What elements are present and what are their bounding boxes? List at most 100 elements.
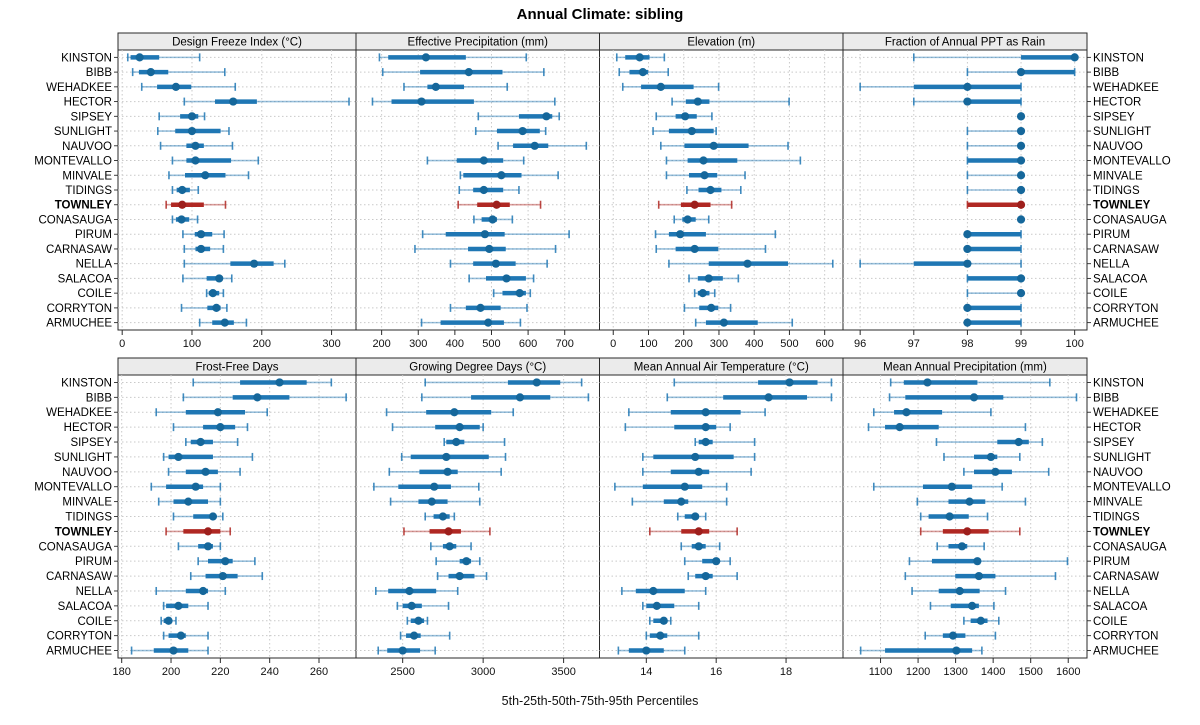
site-label-right-tidings: TIDINGS: [1093, 185, 1140, 197]
median-dot: [687, 126, 696, 136]
axis-tick-label: 300: [322, 338, 340, 350]
median-dot: [502, 274, 511, 283]
site-label-right-nella: NELLA: [1093, 259, 1130, 271]
median-dot: [184, 497, 193, 506]
interval-minvale: [966, 171, 1026, 180]
interval-coile: [205, 289, 225, 298]
median-dot: [963, 82, 972, 91]
site-label-right-carnasaw: CARNASAW: [1093, 244, 1159, 256]
axis-tick-label: 600: [815, 338, 833, 350]
median-dot: [417, 97, 426, 106]
median-dot: [1016, 171, 1026, 180]
interval-tidings: [676, 512, 707, 521]
site-label-left-sipsey: SIPSEY: [70, 111, 112, 123]
site-label-right-coile: COILE: [1093, 616, 1128, 628]
median-dot: [171, 82, 181, 91]
median-dot: [1070, 53, 1079, 62]
median-dot: [518, 126, 527, 136]
interval-sipsey: [694, 437, 756, 447]
median-dot: [438, 512, 448, 521]
interval-hector: [671, 97, 790, 106]
median-dot: [986, 452, 996, 462]
median-dot: [895, 423, 904, 432]
interval-tidings: [424, 512, 456, 521]
interval-wehadkee: [403, 82, 509, 91]
site-label-right-corryton: CORRYTON: [1093, 631, 1158, 643]
interval-tidings: [458, 185, 520, 195]
median-dot: [201, 467, 210, 476]
axis-tick-label: 100: [183, 338, 201, 350]
median-dot: [203, 542, 213, 551]
interval-townley: [457, 200, 542, 209]
interval-armuchee: [963, 318, 1022, 327]
axis-tick-label: 300: [409, 338, 427, 350]
median-dot: [694, 527, 703, 536]
site-label-left-hector: HECTOR: [64, 97, 112, 109]
axis-tick-label: 700: [556, 338, 574, 350]
axis-tick-label: 0: [610, 338, 616, 350]
site-label-left-coile: COILE: [77, 288, 112, 300]
interval-sipsey: [443, 437, 506, 447]
median-dot: [464, 68, 473, 77]
interval-salacoa: [396, 601, 450, 610]
median-dot: [957, 542, 967, 551]
median-dot: [430, 482, 439, 491]
median-dot: [701, 423, 710, 432]
median-dot: [484, 318, 493, 327]
axis-tick-label: 200: [162, 666, 180, 678]
interval-townley: [657, 200, 733, 209]
median-dot: [698, 289, 707, 298]
axis-tick-label: 200: [675, 338, 693, 350]
median-dot: [719, 318, 728, 327]
axis-tick-label: 180: [113, 666, 131, 678]
median-dot: [198, 586, 208, 596]
median-dot: [955, 586, 964, 596]
site-label-right-armuchee: ARMUCHEE: [1093, 646, 1159, 658]
interval-townley: [649, 527, 738, 536]
panel-mean-annual-precipitation-mm-: Mean Annual Precipitation (mm) 1100 1200 13…: [842, 357, 1088, 678]
interval-minvale: [916, 497, 1027, 506]
panel-effective-precipitation-mm-: Effective Precipitation (mm) 200 300 400 500…: [355, 32, 600, 350]
median-dot: [431, 82, 440, 91]
median-dot: [488, 215, 497, 224]
median-dot: [216, 423, 225, 432]
axis-tick-label: 1500: [1018, 666, 1042, 678]
site-label-left-minvale: MINVALE: [62, 497, 112, 509]
site-label-left-salacoa: SALACOA: [58, 601, 113, 613]
median-dot: [902, 408, 911, 417]
interval-kinston: [378, 53, 528, 62]
interval-pirum: [963, 230, 1022, 239]
interval-nauvoo: [966, 141, 1026, 150]
interval-coile: [160, 616, 177, 625]
interval-carnasaw: [183, 244, 225, 254]
site-label-right-corryton: CORRYTON: [1093, 303, 1158, 315]
interval-carnasaw: [687, 571, 738, 581]
median-dot: [700, 171, 709, 180]
interval-salacoa: [468, 274, 535, 283]
interval-conasauga: [473, 215, 514, 224]
median-dot: [398, 646, 407, 655]
interval-wehadkee: [140, 82, 237, 91]
median-dot: [444, 527, 453, 536]
median-dot: [480, 230, 489, 239]
interval-bibb: [131, 68, 226, 77]
site-label-left-kinston: KINSTON: [61, 377, 112, 389]
median-dot: [1016, 112, 1026, 121]
median-dot: [491, 259, 500, 268]
median-dot: [218, 571, 227, 581]
interval-montevallo: [373, 482, 480, 491]
median-dot: [649, 586, 658, 596]
median-dot: [1016, 68, 1026, 77]
median-dot: [405, 586, 414, 596]
interval-sunlight: [162, 452, 254, 462]
interval-wehadkee: [155, 408, 269, 417]
interval-minvale: [459, 171, 559, 180]
median-dot: [497, 171, 506, 180]
median-dot: [743, 259, 752, 268]
median-dot: [515, 289, 524, 298]
median-dot: [196, 230, 206, 239]
interval-bibb: [666, 393, 833, 402]
median-dot: [642, 646, 651, 655]
interval-coile: [406, 616, 429, 625]
median-dot: [485, 244, 494, 254]
